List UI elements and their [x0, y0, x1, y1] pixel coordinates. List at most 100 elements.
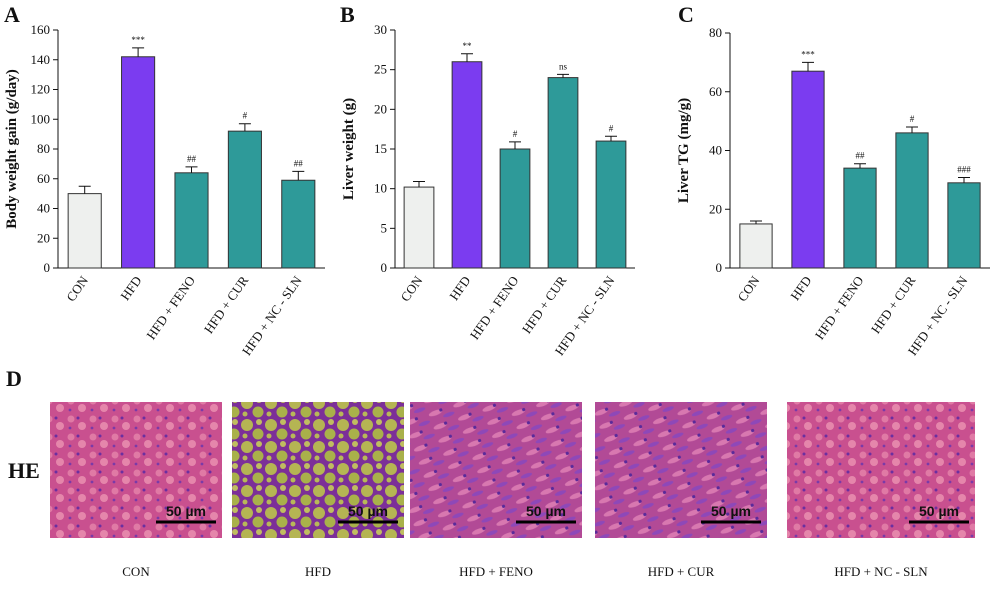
histology-image — [410, 402, 582, 538]
y-tick-label: 40 — [37, 201, 50, 216]
y-tick-label: 15 — [374, 141, 387, 156]
error-bar — [461, 53, 473, 62]
y-tick-label: 20 — [709, 201, 722, 216]
histology-image — [787, 402, 975, 538]
significance-label: *** — [131, 35, 145, 45]
significance-label: # — [910, 114, 915, 124]
panel-label: C — [678, 2, 694, 27]
histology-panel: D HE CON 50 µm HFD 50 µm HFD + FENO 50 µm HFD … — [6, 366, 975, 579]
panel-label: A — [4, 2, 20, 27]
y-tick-label: 25 — [374, 62, 387, 77]
x-tick-label: HFD + CUR — [519, 273, 570, 336]
bar — [895, 132, 929, 269]
image-caption: CON — [122, 564, 150, 579]
error-bar — [292, 170, 305, 181]
y-tick-label: 0 — [716, 260, 723, 275]
bar — [403, 186, 435, 269]
scale-bar-label: 50 µm — [711, 503, 751, 519]
bar — [174, 172, 209, 269]
y-tick-label: 160 — [31, 22, 51, 37]
x-tick-label: CON — [397, 273, 425, 305]
bar — [227, 130, 262, 269]
significance-label: ### — [957, 165, 971, 175]
image-caption: HFD + FENO — [459, 564, 533, 579]
error-bar — [413, 181, 425, 188]
error-bar — [238, 123, 251, 132]
error-bar — [750, 220, 762, 224]
significance-label: ns — [559, 61, 568, 71]
y-tick-label: 40 — [709, 143, 722, 158]
y-tick-label: 0 — [381, 260, 388, 275]
significance-label: ## — [856, 151, 866, 161]
bar — [499, 148, 531, 269]
bar — [739, 223, 773, 269]
error-bar — [958, 177, 970, 183]
panel-label: B — [340, 2, 355, 27]
y-tick-label: 100 — [31, 111, 51, 126]
y-tick-label: 10 — [374, 181, 387, 196]
bar — [281, 179, 316, 269]
scale-bar-label: 50 µm — [526, 503, 566, 519]
error-bar — [132, 47, 145, 57]
x-tick-label: HFD + CUR — [868, 273, 919, 336]
significance-label: # — [513, 129, 518, 139]
histology-image — [595, 402, 767, 538]
bar — [791, 70, 825, 269]
error-bar — [605, 135, 617, 142]
x-tick-label: HFD — [446, 273, 473, 303]
x-tick-label: HFD + NC - SLN — [239, 273, 305, 359]
scale-bar-label: 50 µm — [919, 503, 959, 519]
y-tick-label: 0 — [44, 260, 51, 275]
y-tick-label: 120 — [31, 82, 51, 97]
error-bar — [557, 73, 569, 78]
y-tick-label: 5 — [381, 220, 388, 235]
y-tick-label: 80 — [709, 25, 722, 40]
error-bar — [78, 185, 91, 194]
x-tick-label: CON — [63, 273, 91, 305]
x-tick-label: HFD + CUR — [201, 273, 252, 336]
y-tick-label: 140 — [31, 52, 51, 67]
histology-image — [232, 402, 404, 538]
significance-label: ## — [294, 158, 304, 168]
error-bar — [509, 141, 521, 149]
scale-bar-label: 50 µm — [166, 503, 206, 519]
y-tick-label: 30 — [374, 22, 387, 37]
image-caption: HFD — [305, 564, 331, 579]
x-tick-label: HFD + FENO — [812, 273, 867, 342]
y-tick-label: 60 — [709, 84, 722, 99]
error-bar — [906, 126, 918, 133]
y-axis-label: Liver TG (mg/g) — [676, 98, 692, 203]
error-bar — [854, 163, 866, 169]
panel-label: D — [6, 366, 22, 391]
bar — [547, 77, 579, 269]
y-tick-label: 80 — [37, 141, 50, 156]
histology-image — [50, 402, 222, 538]
y-tick-label: 20 — [37, 230, 50, 245]
bar — [451, 61, 483, 269]
error-bar — [185, 166, 198, 173]
row-label: HE — [8, 458, 40, 483]
x-tick-label: HFD + FENO — [467, 273, 522, 342]
bar — [595, 140, 627, 269]
x-tick-label: HFD + FENO — [143, 273, 198, 342]
x-tick-label: HFD — [117, 273, 144, 303]
y-axis-label: Liver weight (g) — [341, 98, 357, 200]
bar — [843, 167, 877, 269]
significance-label: # — [609, 123, 614, 133]
significance-label: # — [243, 111, 248, 121]
significance-label: ** — [463, 41, 473, 51]
significance-label: *** — [801, 49, 815, 59]
scale-bar-label: 50 µm — [348, 503, 388, 519]
bar — [947, 182, 981, 269]
image-caption: HFD + NC - SLN — [834, 564, 928, 579]
error-bar — [802, 61, 814, 72]
significance-label: ## — [187, 154, 197, 164]
y-axis-label: Body weight gain (g/day) — [4, 69, 20, 229]
x-tick-label: CON — [734, 273, 762, 305]
x-tick-label: HFD — [787, 273, 814, 303]
y-tick-label: 20 — [374, 101, 387, 116]
image-caption: HFD + CUR — [648, 564, 715, 579]
bar — [67, 193, 102, 269]
